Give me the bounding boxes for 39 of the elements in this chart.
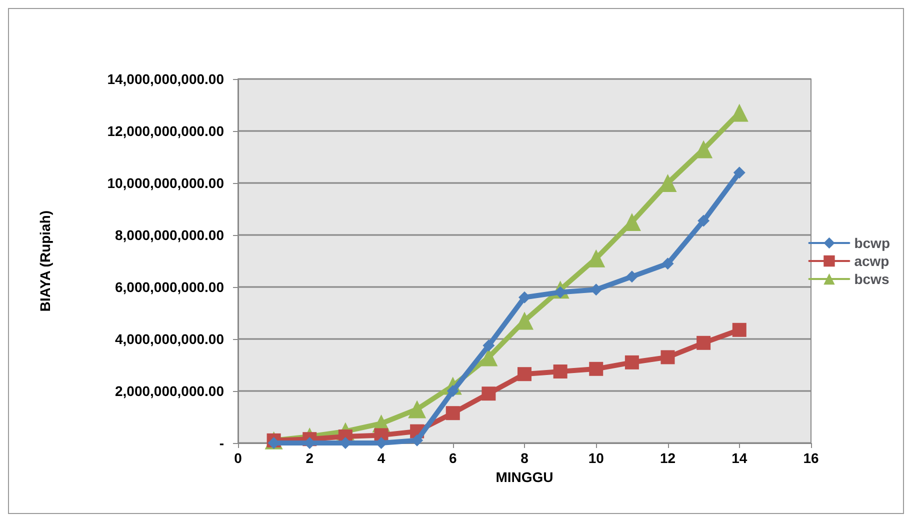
point	[660, 350, 675, 364]
point	[732, 322, 746, 337]
point	[480, 348, 498, 366]
x-tick-label: 6	[448, 450, 457, 466]
point	[662, 258, 674, 270]
x-tick-label: 16	[803, 450, 819, 466]
x-tick-label: 10	[588, 450, 604, 466]
x-tick-label: 8	[520, 450, 529, 466]
point	[624, 355, 639, 370]
point	[482, 386, 496, 401]
point	[518, 367, 532, 382]
y-axis-title: BIAYA (Rupiah)	[37, 210, 53, 312]
y-tick-label: -	[219, 435, 224, 451]
point	[553, 364, 568, 378]
x-tick-label: 2	[306, 450, 314, 466]
point	[696, 336, 711, 350]
x-tick-label: 4	[377, 450, 386, 466]
point	[589, 362, 604, 376]
y-tick-label: 8,000,000,000.00	[115, 227, 224, 243]
legend-label: acwp	[854, 253, 890, 269]
y-tick-label: 10,000,000,000.00	[107, 175, 224, 191]
point	[626, 270, 638, 283]
point	[446, 406, 460, 420]
point	[733, 166, 746, 179]
y-tick-label: 6,000,000,000.00	[115, 279, 224, 295]
y-tick-label: 14,000,000,000.00	[107, 71, 224, 87]
y-tick-label: 4,000,000,000.00	[115, 331, 224, 347]
legend-label: bcwp	[854, 235, 890, 251]
point	[518, 291, 530, 304]
legend-label: bcws	[854, 271, 890, 287]
x-tick-label: 0	[234, 450, 242, 466]
y-tick-label: 12,000,000,000.00	[107, 123, 224, 139]
point	[698, 214, 710, 227]
x-tick-label: 12	[660, 450, 676, 466]
y-tick-label: 2,000,000,000.00	[115, 383, 224, 399]
point	[408, 400, 426, 418]
point	[482, 340, 495, 352]
x-axis-title: MINGGU	[496, 468, 554, 485]
x-tick-label: 14	[732, 450, 748, 466]
